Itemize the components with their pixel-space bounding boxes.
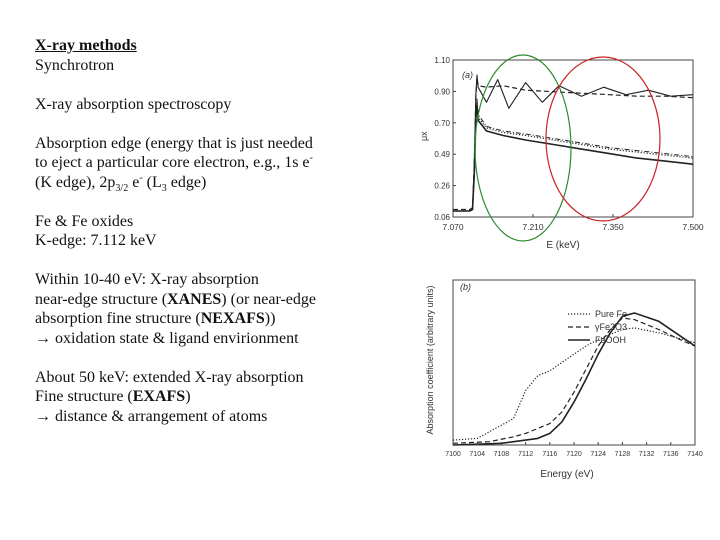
b-legend-label-1: γFe2O3 <box>595 322 627 332</box>
xanes-line-1: Within 10-40 eV: X-ray absorption <box>35 271 259 288</box>
b-series-line-0 <box>452 327 696 441</box>
xanes-line-2c: ) (or near-edge <box>221 290 317 308</box>
slide-subtitle: Synchrotron <box>35 56 115 74</box>
a-x-tick-label-2: 7.350 <box>602 222 624 232</box>
edge-line-3a: (K edge), 2p <box>35 173 116 191</box>
xas-text: X-ray absorption spectroscopy <box>35 95 232 113</box>
edge-line-2: to eject a particular core electron, e.g… <box>35 154 310 171</box>
xanes-line-4: → oxidation state & ligand envirionment <box>35 329 299 347</box>
exafs-paragraph: About 50 keV: extended X-ray absorption … <box>35 368 405 427</box>
b-x-tick-label-3: 7112 <box>518 451 533 458</box>
b-x-tick-label-2: 7108 <box>494 451 510 458</box>
b-x-tick-label-9: 7136 <box>663 451 679 458</box>
a-y-tick-label-0: 0.06 <box>434 213 450 222</box>
fe-line-2: K-edge: 7.112 keV <box>35 232 157 249</box>
red-highlight-circle <box>545 56 661 222</box>
edge-sup: - <box>309 152 313 164</box>
b-x-tick-label-1: 7104 <box>469 451 485 458</box>
xanes-paragraph: Within 10-40 eV: X-ray absorption near-e… <box>35 270 405 348</box>
chart-a-x-label: E (keV) <box>546 240 579 250</box>
xas-heading: X-ray absorption spectroscopy <box>35 95 405 115</box>
chart-a-xanes-spectra: 7.070 7.210 7.350 7.500 0.06 0.26 0.49 0.70 0.90… <box>420 54 704 250</box>
exafs-line-2c: ) <box>185 388 191 405</box>
b-series-line-2 <box>452 312 696 446</box>
green-highlight-circle <box>474 54 572 242</box>
exafs-line-1: About 50 keV: extended X-ray absorption <box>35 368 304 386</box>
a-x-tick-label-3: 7.500 <box>682 222 704 232</box>
a-series-line-4 <box>453 98 694 212</box>
b-x-tick-label-7: 7128 <box>615 451 631 458</box>
chart-b-fe-spectra: 7100 7104 7108 7112 7116 7120 7124 7128 7132 7136… <box>425 279 703 480</box>
edge-sub-2: 3 <box>161 182 167 194</box>
xanes-line-3a: absorption fine structure ( <box>35 310 201 327</box>
slide-text: X-ray methods Synchrotron X-ray absorpti… <box>35 36 405 446</box>
edge-sub-1: 3/2 <box>115 182 129 194</box>
xanes-bold: XANES <box>167 290 222 308</box>
b-x-tick-label-0: 7100 <box>445 451 461 458</box>
a-y-tick-label-1: 0.26 <box>434 182 450 191</box>
b-x-tick-label-8: 7132 <box>639 451 655 458</box>
chart-b-panel-label: (b) <box>460 282 471 292</box>
b-legend-label-0: Pure Fe <box>595 309 627 319</box>
a-y-tick-label-4: 0.90 <box>434 87 450 96</box>
fe-line-1: Fe & Fe oxides <box>35 212 134 230</box>
a-y-tick-label-5: 1.10 <box>434 56 450 65</box>
edge-line-3c: (L <box>142 173 162 191</box>
slide-title: X-ray methods <box>35 37 137 54</box>
b-x-tick-label-4: 7116 <box>542 451 557 458</box>
chart-b-x-label: Energy (eV) <box>540 469 593 480</box>
fe-paragraph: Fe & Fe oxides K-edge: 7.112 keV <box>35 212 405 251</box>
a-y-tick-label-3: 0.70 <box>434 119 450 128</box>
a-series-line-3 <box>453 104 694 212</box>
a-y-tick-label-2: 0.49 <box>434 150 450 159</box>
a-series-line-2 <box>453 101 694 212</box>
xanes-line-3c: )) <box>264 310 276 327</box>
a-x-tick-label-1: 7.210 <box>522 222 544 232</box>
chart-a-panel-label: (a) <box>462 70 473 80</box>
nexafs-bold: NEXAFS <box>200 310 265 327</box>
title-block: X-ray methods Synchrotron <box>35 36 405 75</box>
exafs-line-2a: Fine structure ( <box>35 388 133 405</box>
edge-paragraph: Absorption edge (energy that is just nee… <box>35 134 405 194</box>
edge-sup-2: - <box>139 172 143 184</box>
exafs-line-3: → distance & arrangement of atoms <box>35 407 268 425</box>
b-x-tick-label-5: 7120 <box>566 451 582 458</box>
chart-b-y-label: Absorption coefficient (arbitrary units) <box>425 286 435 435</box>
edge-line-3d: edge) <box>166 173 207 191</box>
chart-a-y-label: μx <box>420 131 429 141</box>
xanes-line-2a: near-edge structure ( <box>35 290 168 308</box>
b-x-tick-label-10: 7140 <box>687 451 703 458</box>
b-series-line-1 <box>452 317 696 444</box>
exafs-bold: EXAFS <box>132 388 186 405</box>
b-plot-frame <box>452 279 696 446</box>
a-x-tick-label-0: 7.070 <box>442 222 464 232</box>
a-plot-frame <box>452 59 694 218</box>
b-legend-label-2: FeOOH <box>595 335 626 345</box>
edge-line-3b: e <box>128 173 140 191</box>
b-x-tick-label-6: 7124 <box>590 451 606 458</box>
edge-line-1: Absorption edge (energy that is just nee… <box>35 134 313 152</box>
